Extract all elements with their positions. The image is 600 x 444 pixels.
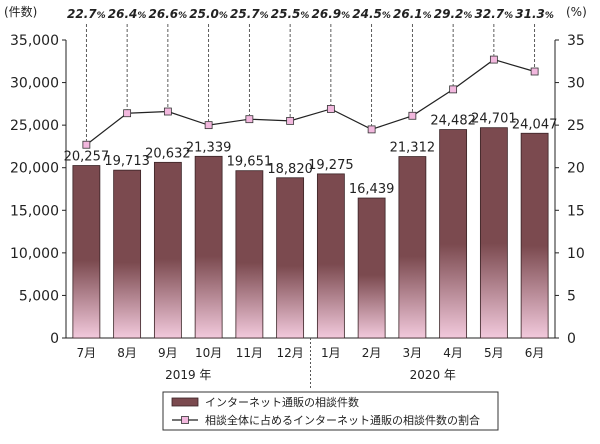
y-right-tick-label: 5 (567, 288, 576, 304)
bar-value-label: 19,275 (308, 158, 354, 173)
legend-box (162, 391, 499, 431)
line-marker (204, 121, 213, 130)
bar-value-label: 20,257 (64, 150, 110, 165)
y-left-tick-label: 10,000 (10, 246, 59, 262)
percent-label: 32.7% (475, 7, 514, 21)
x-tick-label: 3月 (403, 346, 423, 360)
x-tick-label: 11月 (236, 346, 263, 360)
legend-swatch-marker (181, 416, 189, 424)
data-labels: 20,25719,71320,63221,33919,65118,82019,2… (64, 7, 558, 197)
bar (439, 129, 468, 339)
y-left-unit-label: (件数) (4, 4, 37, 19)
bar-value-label: 16,439 (349, 182, 395, 197)
y-left-tick-label: 25,000 (10, 118, 59, 134)
y-right-unit-label: (%) (566, 5, 587, 19)
bar (398, 156, 427, 339)
line-marker (530, 67, 539, 76)
y-right-tick-label: 0 (567, 331, 576, 347)
x-tick-label: 1月 (321, 346, 341, 360)
y-right-tick-label: 25 (567, 118, 585, 134)
legend-swatch-bar (171, 397, 199, 407)
x-tick-label: 12月 (276, 346, 303, 360)
line-marker (163, 107, 172, 116)
x-tick-label: 9月 (158, 346, 178, 360)
y-right-tick-label: 15 (567, 203, 585, 219)
line-marker (286, 116, 295, 125)
bar-value-label: 19,713 (104, 154, 150, 169)
line-marker (326, 105, 335, 113)
bar (276, 177, 305, 339)
axes: 0 5,000 10,000 15,000 20,000 25,000 30,000 35,0… (4, 4, 587, 388)
y-right-tick-label: 30 (567, 76, 585, 92)
bar-value-label: 21,339 (186, 140, 232, 155)
bar-value-label: 24,701 (471, 112, 517, 127)
year-group-label: 2019 年 (165, 368, 211, 382)
percent-label: 29.2% (434, 7, 473, 21)
y-left-tick-label: 5,000 (19, 288, 59, 304)
percent-line (86, 58, 535, 146)
bar-value-label: 21,312 (390, 141, 436, 156)
percent-label: 26.1% (393, 7, 432, 21)
y-left-tick-label: 15,000 (10, 203, 59, 219)
bar (72, 165, 101, 339)
year-group-label: 2020 年 (410, 368, 456, 382)
guide-lines (85, 24, 536, 141)
x-tick-label: 5月 (484, 346, 504, 360)
percent-label: 25.0% (189, 7, 228, 21)
bar (357, 197, 386, 339)
line-marker (367, 125, 376, 134)
x-tick-label: 7月 (77, 346, 97, 360)
y-right-tick-label: 20 (567, 161, 585, 177)
bar (113, 169, 142, 339)
percent-label: 22.7% (67, 7, 106, 21)
legend-label-bar: インターネット通販の相談件数 (205, 395, 359, 409)
y-left-tick-label: 20,000 (10, 161, 59, 177)
x-tick-label: 10月 (195, 346, 222, 360)
bar-value-label: 20,632 (145, 146, 191, 161)
percent-label: 31.3% (515, 7, 554, 21)
bar (153, 161, 182, 339)
percent-label: 25.7% (230, 7, 269, 21)
bar-value-label: 24,482 (430, 114, 476, 129)
line-marker (408, 111, 417, 120)
x-tick-label: 4月 (443, 346, 463, 360)
y-right-tick-label: 10 (567, 246, 585, 262)
percent-label: 26.6% (149, 7, 188, 21)
bar (316, 173, 345, 339)
x-tick-label: 8月 (117, 346, 137, 360)
bar (235, 170, 264, 339)
bar-series (72, 127, 549, 339)
line-marker (449, 85, 458, 94)
x-tick-label: 6月 (525, 346, 545, 360)
percent-label: 24.5% (352, 7, 391, 21)
bar (520, 132, 549, 339)
y-right-tick-label: 35 (567, 33, 585, 49)
percent-label: 25.5% (271, 7, 310, 21)
bar (194, 155, 223, 339)
y-left-tick-label: 0 (50, 331, 59, 347)
line-marker (82, 140, 91, 149)
legend-label-line: 相談全体に占めるインターネット通販の相談件数の割合 (205, 413, 480, 427)
bar-value-label: 18,820 (267, 162, 313, 177)
y-left-tick-label: 30,000 (10, 76, 59, 92)
bar-value-label: 19,651 (227, 155, 273, 170)
percent-label: 26.9% (312, 7, 351, 21)
line-series (82, 55, 539, 149)
y-left-tick-label: 35,000 (10, 33, 59, 49)
bar (479, 127, 508, 339)
line-marker (123, 109, 132, 118)
line-marker (489, 55, 498, 64)
x-tick-label: 2月 (362, 346, 382, 360)
percent-label: 26.4% (108, 7, 147, 21)
bar-value-label: 24,047 (512, 117, 558, 132)
line-marker (245, 115, 254, 124)
